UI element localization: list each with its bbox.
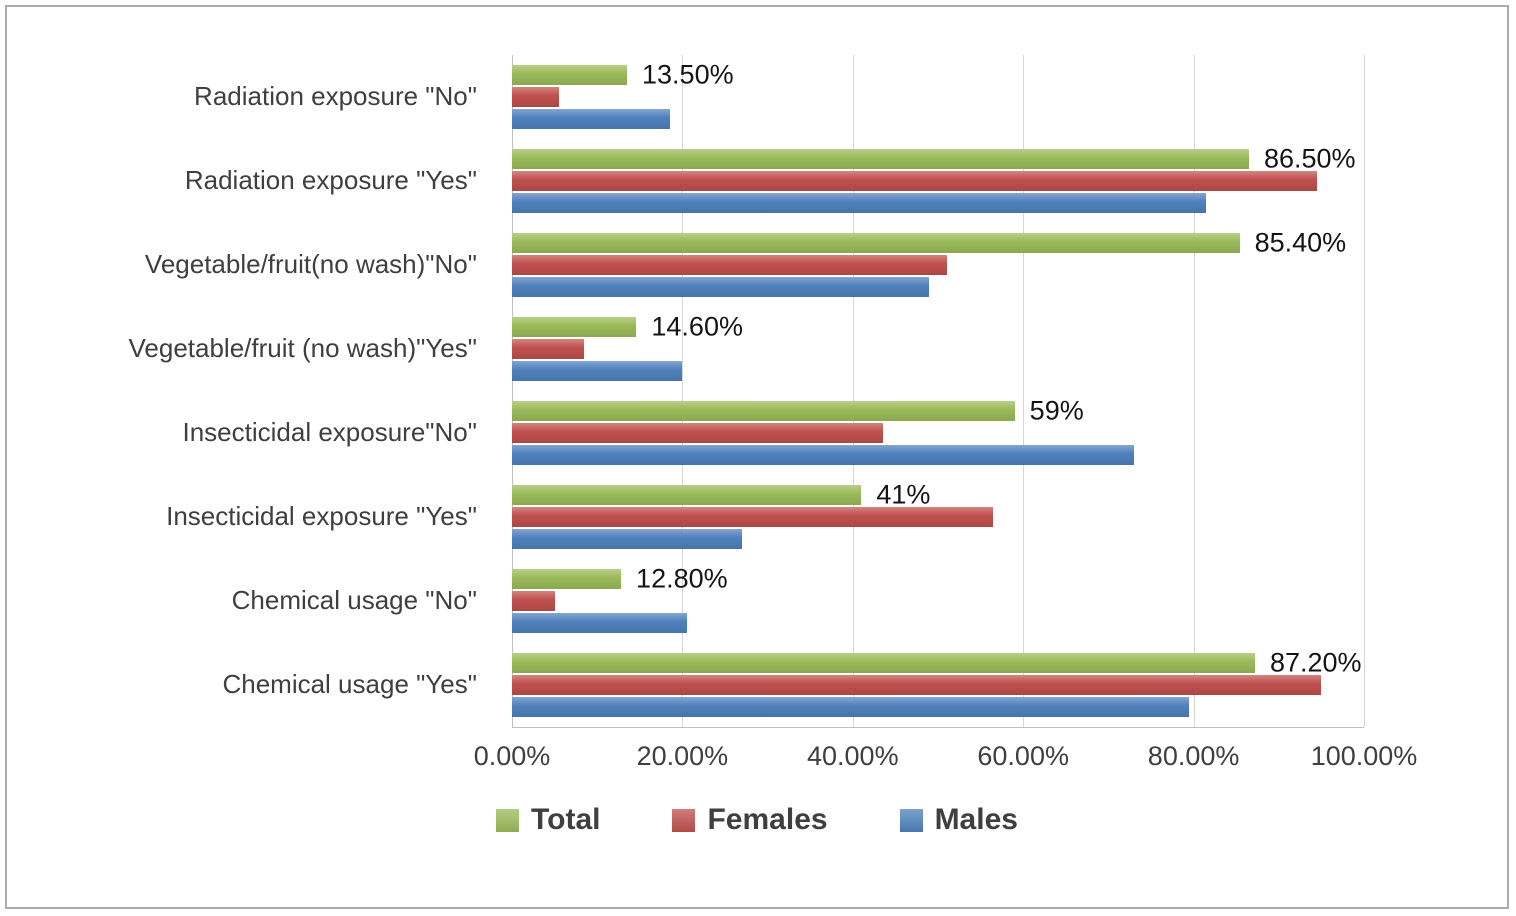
bar-total: 12.80% [512, 564, 728, 594]
bar-males [512, 613, 687, 633]
bar-total: 59% [512, 396, 1084, 426]
bar-group: 59% [512, 391, 1364, 475]
category-row: Chemical usage "No" 12.80% [7, 559, 1507, 643]
category-label: Insecticidal exposure "Yes" [166, 501, 477, 532]
data-label: 12.80% [636, 563, 728, 594]
x-tick-label: 60.00% [977, 741, 1069, 771]
legend-label: Males [934, 803, 1018, 836]
bar-total: 14.60% [512, 312, 743, 342]
bar-males [512, 277, 930, 297]
x-tick-label: 40.00% [807, 741, 899, 771]
bar-females [512, 255, 947, 275]
bar-females [512, 507, 994, 527]
bar-males [512, 445, 1134, 465]
bar-total: 85.40% [512, 228, 1346, 258]
bar-group: 85.40% [512, 223, 1364, 307]
data-label: 85.40% [1254, 227, 1347, 258]
legend-item-females: Females [672, 803, 828, 837]
data-label: 14.60% [651, 311, 743, 342]
bar-group: 87.20% [512, 643, 1364, 727]
data-label: 13.50% [642, 59, 734, 90]
data-label: 59% [1029, 395, 1084, 426]
bar-group: 14.60% [512, 307, 1364, 391]
legend: Total Females Males [7, 803, 1507, 837]
bar-total: 13.50% [512, 60, 734, 90]
category-row: Vegetable/fruit(no wash)"No" 85.40% [7, 223, 1507, 307]
bar-males [512, 109, 670, 129]
category-label: Chemical usage "Yes" [222, 669, 477, 700]
category-row: Insecticidal exposure "Yes" 41% [7, 475, 1507, 559]
bar-total: 41% [512, 480, 930, 510]
x-tick-label: 20.00% [636, 741, 729, 771]
legend-swatch-icon [672, 808, 696, 832]
gridline [852, 55, 854, 727]
x-axis: 0.00% 20.00% 40.00% 60.00% 80.00% 100.00% [474, 727, 1418, 787]
bar-males [512, 697, 1190, 717]
legend-item-males: Males [899, 803, 1018, 837]
category-row: Radiation exposure "Yes" 86.50% [7, 139, 1507, 223]
bar-group: 41% [512, 475, 1364, 559]
bar-males [512, 529, 743, 549]
category-label: Radiation exposure "No" [194, 81, 477, 112]
bar-group: 13.50% [512, 55, 1364, 139]
bar-chart-figure: Radiation exposure "No" 13.50% Radiation e… [5, 5, 1509, 909]
data-label: 41% [876, 479, 931, 510]
category-label: Insecticidal exposure"No" [182, 417, 478, 448]
bar-total: 87.20% [512, 648, 1362, 678]
gridline [682, 55, 684, 727]
bar-females [512, 675, 1322, 695]
bar-males [512, 193, 1207, 213]
bar-females [512, 171, 1318, 191]
category-label: Chemical usage "No" [231, 585, 477, 616]
data-label: 87.20% [1269, 647, 1362, 678]
bar-females [512, 339, 585, 359]
category-row: Insecticidal exposure"No" 59% [7, 391, 1507, 475]
legend-label: Total [531, 803, 601, 836]
gridline [1193, 55, 1195, 727]
gridlines [512, 55, 1365, 728]
gridline [1364, 55, 1365, 727]
data-label: 86.50% [1263, 143, 1356, 174]
legend-swatch-icon [899, 808, 923, 832]
bar-group: 86.50% [512, 139, 1364, 223]
bar-males [512, 361, 683, 381]
bar-females [512, 423, 883, 443]
category-row: Chemical usage "Yes" 87.20% [7, 643, 1507, 727]
x-tick-label: 0.00% [473, 741, 551, 771]
gridline [512, 55, 513, 727]
category-row: Radiation exposure "No" 13.50% [7, 55, 1507, 139]
bar-rows: Radiation exposure "No" 13.50% Radiation e… [7, 55, 1507, 727]
legend-label: Females [707, 803, 828, 836]
plot-area: Radiation exposure "No" 13.50% Radiation e… [7, 55, 1507, 728]
legend-item-total: Total [496, 803, 600, 837]
category-label: Vegetable/fruit(no wash)"No" [144, 249, 477, 280]
bar-group: 12.80% [512, 559, 1364, 643]
category-label: Vegetable/fruit (no wash)"Yes" [128, 333, 478, 364]
x-tick-label: 100.00% [1310, 741, 1418, 771]
category-row: Vegetable/fruit (no wash)"Yes" 14.60% [7, 307, 1507, 391]
category-label: Radiation exposure "Yes" [184, 165, 477, 196]
legend-swatch-icon [496, 808, 520, 832]
x-tick-label: 80.00% [1147, 741, 1240, 771]
bar-females [512, 591, 555, 611]
gridline [1023, 55, 1025, 727]
bar-total: 86.50% [512, 144, 1356, 174]
bar-females [512, 87, 559, 107]
